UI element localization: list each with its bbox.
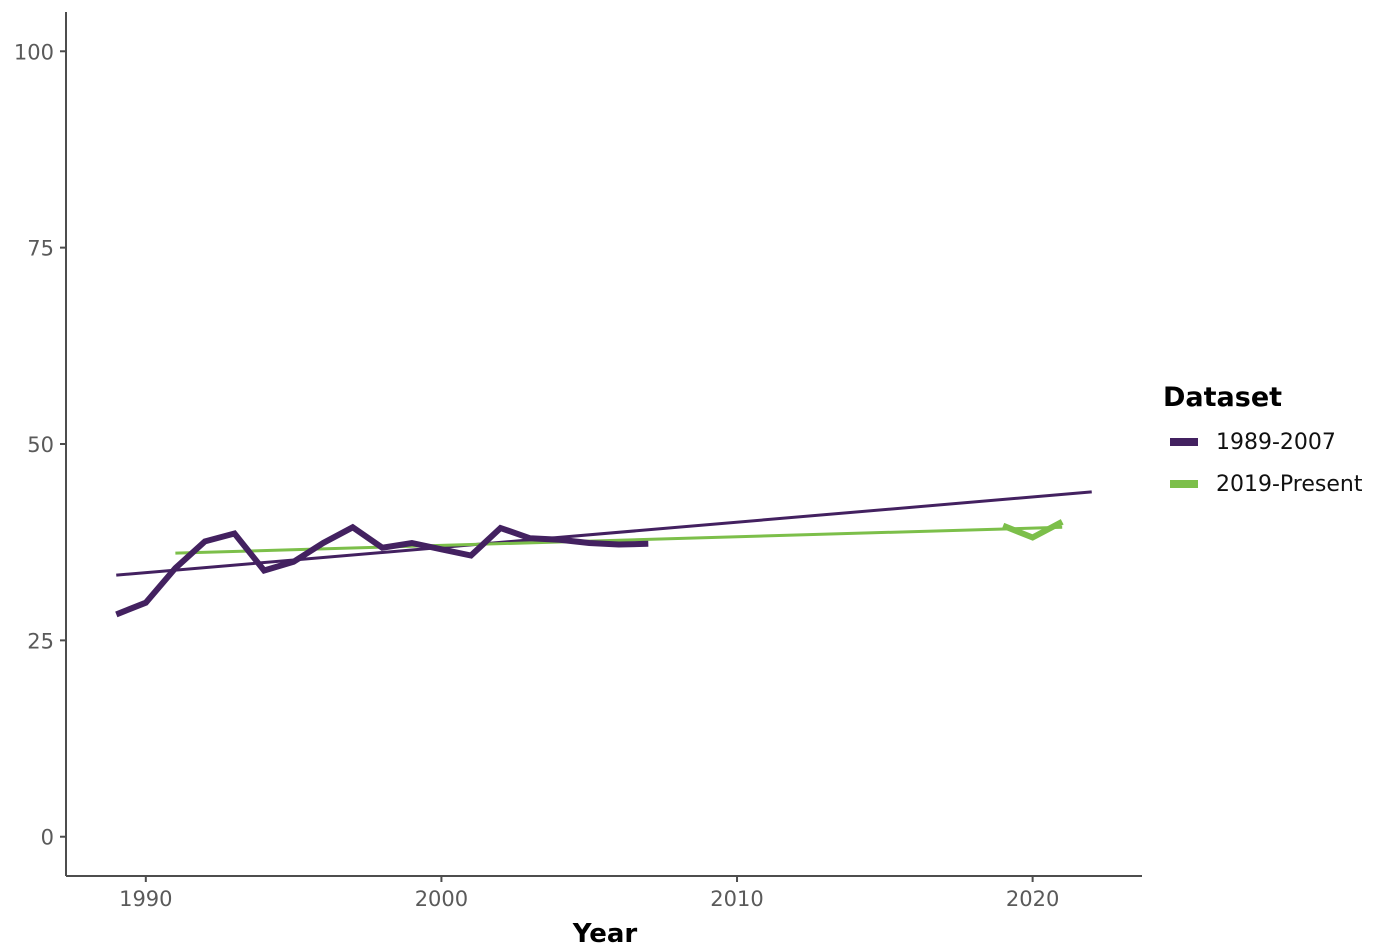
y-tick-label: 75: [27, 237, 54, 261]
legend-item: 2019-Present: [1163, 463, 1362, 505]
x-tick-label: 2000: [415, 887, 468, 911]
y-tick-label: 50: [27, 433, 54, 457]
legend-label: 2019-Present: [1216, 471, 1363, 497]
legend: Dataset 1989-2007 2019-Present: [1163, 382, 1362, 505]
trendline: [175, 525, 1063, 555]
y-tick-label: 100: [14, 40, 54, 64]
x-axis-title: Year: [572, 919, 638, 947]
trendline: [116, 490, 1092, 577]
y-tick-label: 0: [41, 826, 54, 850]
series-lines: [115, 519, 1064, 618]
legend-label: 1989-2007: [1216, 429, 1336, 455]
axes: [65, 12, 1142, 877]
legend-items: 1989-2007 2019-Present: [1163, 421, 1362, 505]
legend-title: Dataset: [1163, 382, 1283, 413]
series-line: [1001, 519, 1064, 541]
y-tick-label: 25: [27, 629, 54, 653]
x-tick-label: 2020: [1006, 887, 1059, 911]
legend-swatch: [1170, 438, 1198, 446]
series-line: [115, 523, 649, 618]
legend-swatch: [1170, 480, 1198, 488]
x-tick-label: 2010: [710, 887, 763, 911]
tick-labels: 0 25 50 75 100 1990 2000 2010 2020: [14, 40, 1059, 911]
x-tick-label: 1990: [119, 887, 172, 911]
legend-item: 1989-2007: [1163, 421, 1362, 463]
trendlines: [116, 490, 1092, 577]
